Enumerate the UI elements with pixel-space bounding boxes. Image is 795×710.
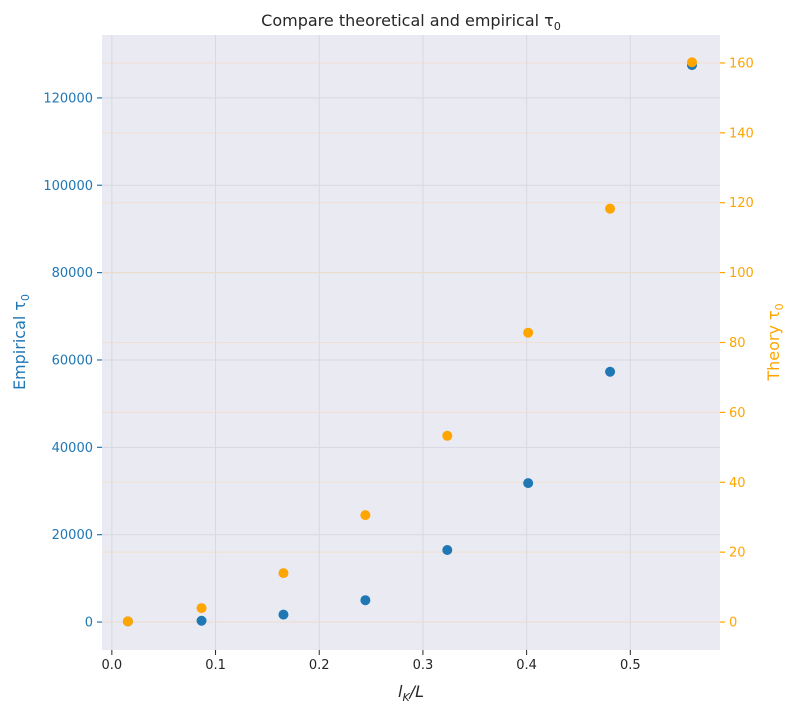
right-y-tick-label: 60 (729, 406, 746, 421)
x-axis-ticks: 0.0 0.1 0.2 0.3 0.4 0.5 (102, 650, 641, 673)
right-y-axis-ticks: 0 20 40 60 80 100 120 140 160 (720, 56, 754, 631)
right-y-gridlines (102, 62, 720, 623)
x-tick-label: 0.5 (620, 658, 641, 673)
left-y-tick-label: 0 (85, 616, 93, 631)
right-y-tick-label: 80 (729, 336, 746, 351)
x-tick-label: 0.1 (205, 658, 226, 673)
left-y-axis-label: Empirical τ0 (10, 294, 32, 390)
right-y-axis-label: Theory τ0 (764, 303, 786, 381)
left-y-tick-label: 60000 (52, 353, 93, 368)
empirical-point (360, 595, 371, 606)
right-y-tick-label: 100 (729, 266, 754, 281)
theory-point (278, 568, 289, 579)
empirical-point (442, 544, 453, 555)
left-y-tick-label: 100000 (43, 179, 93, 194)
theory-points (122, 57, 698, 627)
right-y-tick-label: 20 (729, 546, 746, 561)
right-y-tick-label: 40 (729, 476, 746, 491)
theory-point (523, 327, 534, 338)
left-y-tick-label: 120000 (43, 91, 93, 106)
x-tick-label: 0.0 (102, 658, 123, 673)
theory-point (687, 57, 698, 68)
x-tick-label: 0.2 (309, 658, 330, 673)
chart-title: Compare theoretical and empirical τ0 (261, 11, 561, 33)
theory-point (605, 203, 616, 214)
x-axis-label: lK/L (398, 682, 424, 704)
theory-point (122, 616, 133, 627)
x-tick-label: 0.3 (413, 658, 434, 673)
right-y-tick-label: 120 (729, 196, 754, 211)
right-y-tick-label: 140 (729, 126, 754, 141)
left-y-tick-label: 20000 (52, 528, 93, 543)
empirical-point (605, 366, 616, 377)
x-tick-label: 0.4 (516, 658, 537, 673)
right-y-tick-label: 0 (729, 616, 737, 631)
right-y-tick-label: 160 (729, 56, 754, 71)
theory-point (196, 603, 207, 614)
empirical-point (523, 478, 534, 489)
empirical-point (196, 615, 207, 626)
left-y-tick-label: 80000 (52, 266, 93, 281)
theory-point (442, 430, 453, 441)
theory-point (360, 510, 371, 521)
left-y-tick-label: 40000 (52, 441, 93, 456)
empirical-point (278, 609, 289, 620)
left-y-axis-ticks: 0 20000 40000 60000 80000 100000 120000 (43, 91, 102, 631)
